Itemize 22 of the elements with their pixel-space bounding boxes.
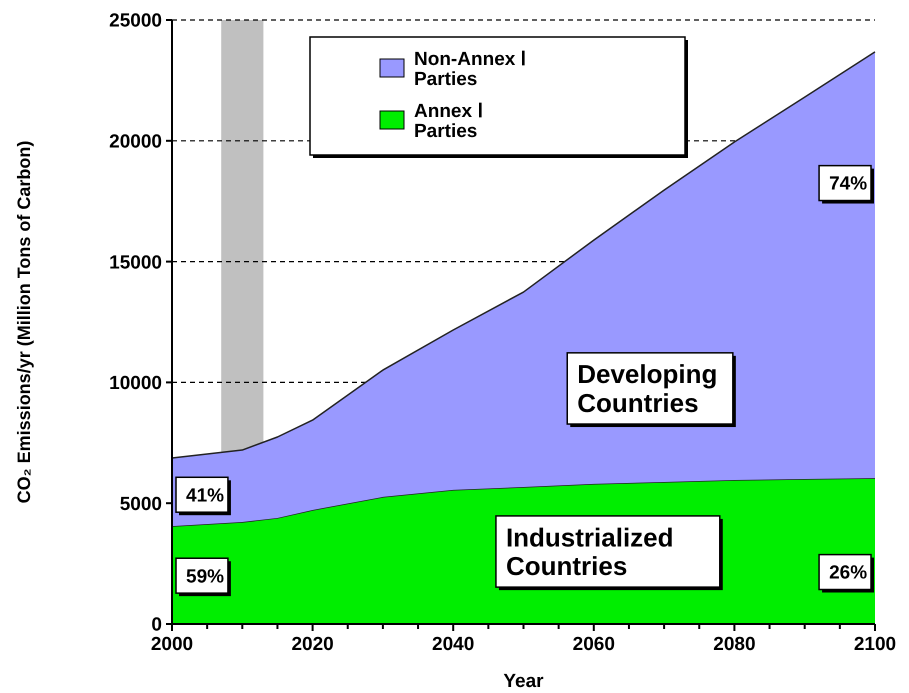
annotation: Developing Countries	[577, 359, 718, 418]
y-tick-label: 0	[151, 614, 162, 636]
annotation: 59%	[186, 566, 224, 588]
y-axis-title: CO₂ Emissions/yr (Million Tons of Carbon)	[14, 140, 34, 504]
y-tick-label: 25000	[109, 10, 162, 32]
annotation: 41%	[186, 485, 224, 506]
y-tick-label: 5000	[120, 494, 162, 515]
y-tick-label: 20000	[109, 131, 162, 152]
x-tick-label: 2020	[291, 634, 334, 655]
annotation: 26%	[829, 562, 868, 584]
x-tick-label: 2040	[432, 634, 474, 655]
legend-label: Non-Annex Ⅰ Parties	[414, 49, 527, 90]
x-tick-label: 2100	[854, 634, 896, 655]
annotation: Industrialized Countries	[506, 522, 674, 581]
annotation: 74%	[829, 174, 868, 195]
x-tick-label: 2000	[150, 634, 194, 655]
x-tick-label: 2060	[572, 634, 615, 655]
legend-label: Annex Ⅰ Parties	[414, 101, 484, 142]
y-tick-label: 10000	[109, 373, 162, 394]
x-axis-title: Year	[503, 671, 544, 692]
y-tick-label: 15000	[109, 252, 162, 274]
x-tick-label: 2080	[713, 634, 756, 655]
